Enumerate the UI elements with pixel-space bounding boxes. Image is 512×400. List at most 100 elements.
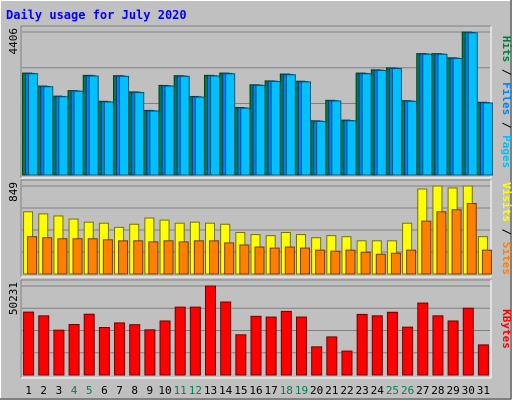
bar-sites-day-16 bbox=[254, 246, 265, 275]
x-axis-day-labels: 1 2 3 4 5 6 7 8 9 10 11 12 13 14 15 16 17 18 19 20 21 22 23 24 2… bbox=[25, 384, 490, 397]
legend-hits_files_pages: Hits / Files / Pages bbox=[500, 36, 512, 169]
x-tick-label-day-27: 27 bbox=[416, 384, 429, 397]
legend-entry-files: Files bbox=[500, 82, 512, 115]
legend-entry-visits: Visits bbox=[500, 182, 512, 222]
bar-kbytes-day-9 bbox=[144, 329, 156, 376]
bar-pages-day-28 bbox=[437, 53, 448, 176]
bar-kbytes-day-26 bbox=[402, 326, 414, 376]
legend-entry-pages: Pages bbox=[500, 135, 512, 168]
x-tick-label-day-25: 25 bbox=[386, 384, 399, 397]
bar-sites-day-30 bbox=[466, 203, 477, 275]
bar-sites-day-28 bbox=[436, 211, 447, 275]
bar-pages-day-11 bbox=[179, 75, 190, 176]
x-tick-label-day-28: 28 bbox=[431, 384, 444, 397]
x-tick-label-day-24: 24 bbox=[371, 384, 385, 397]
bar-kbytes-day-22 bbox=[341, 350, 353, 376]
bar-kbytes-day-24 bbox=[371, 315, 383, 376]
bar-pages-day-10 bbox=[164, 85, 175, 176]
bar-kbytes-day-19 bbox=[295, 316, 307, 376]
bar-sites-day-2 bbox=[42, 237, 53, 275]
x-tick-label-day-29: 29 bbox=[446, 384, 459, 397]
legend-separator: / bbox=[500, 222, 512, 242]
y-max-label-hits_files_pages: 4406 bbox=[7, 28, 20, 55]
x-tick-label-day-31: 31 bbox=[477, 384, 490, 397]
x-tick-label-day-16: 16 bbox=[249, 384, 262, 397]
x-tick-label-day-4: 4 bbox=[71, 384, 78, 397]
x-tick-label-day-19: 19 bbox=[295, 384, 308, 397]
bar-sites-day-19 bbox=[299, 247, 310, 275]
bar-pages-day-13 bbox=[210, 75, 221, 176]
x-tick-label-day-6: 6 bbox=[101, 384, 108, 397]
x-tick-label-day-9: 9 bbox=[147, 384, 154, 397]
bar-pages-day-18 bbox=[285, 74, 296, 176]
bar-pages-day-31 bbox=[482, 102, 493, 176]
bar-sites-day-4 bbox=[72, 238, 83, 275]
chart-title: Daily usage for July 2020 bbox=[6, 8, 187, 22]
bar-kbytes-day-17 bbox=[265, 316, 277, 376]
bar-sites-day-9 bbox=[148, 241, 159, 275]
bar-kbytes-day-2 bbox=[38, 315, 50, 376]
bar-pages-day-1 bbox=[28, 73, 39, 176]
x-tick-label-day-18: 18 bbox=[280, 384, 293, 397]
legend-entry-sites: Sites bbox=[500, 242, 512, 275]
bar-kbytes-day-18 bbox=[280, 310, 292, 376]
bar-pages-day-26 bbox=[407, 100, 418, 176]
legend-separator: / bbox=[500, 62, 512, 82]
bar-pages-day-24 bbox=[376, 69, 387, 176]
bar-sites-day-17 bbox=[269, 247, 280, 275]
bar-pages-day-9 bbox=[149, 110, 160, 176]
bar-pages-day-2 bbox=[43, 86, 54, 176]
legend-entry-hits: Hits bbox=[500, 36, 512, 63]
bar-sites-day-6 bbox=[102, 239, 113, 275]
bar-pages-day-5 bbox=[88, 75, 99, 176]
chart-bars bbox=[22, 31, 493, 376]
bar-kbytes-day-25 bbox=[386, 311, 398, 376]
bar-pages-day-4 bbox=[73, 90, 84, 176]
x-tick-label-day-3: 3 bbox=[56, 384, 63, 397]
bar-pages-day-23 bbox=[361, 73, 372, 176]
bar-pages-day-6 bbox=[103, 101, 114, 176]
bar-pages-day-7 bbox=[119, 75, 130, 176]
bar-pages-day-20 bbox=[316, 120, 327, 176]
x-tick-label-day-17: 17 bbox=[265, 384, 278, 397]
bar-pages-day-30 bbox=[467, 32, 478, 176]
bar-pages-day-25 bbox=[391, 68, 402, 176]
bar-sites-day-5 bbox=[87, 238, 98, 275]
x-tick-label-day-22: 22 bbox=[340, 384, 353, 397]
x-tick-label-day-20: 20 bbox=[310, 384, 323, 397]
x-tick-label-day-2: 2 bbox=[40, 384, 47, 397]
y-max-label-visits_sites: 849 bbox=[7, 182, 20, 202]
bar-kbytes-day-10 bbox=[159, 320, 171, 376]
bar-sites-day-18 bbox=[284, 246, 295, 275]
x-tick-label-day-11: 11 bbox=[174, 384, 187, 397]
bar-kbytes-day-5 bbox=[83, 313, 95, 376]
bar-pages-day-21 bbox=[331, 100, 342, 176]
bar-kbytes-day-12 bbox=[189, 306, 201, 376]
bar-pages-day-14 bbox=[225, 73, 236, 176]
bar-kbytes-day-13 bbox=[205, 285, 217, 376]
bar-sites-day-23 bbox=[360, 251, 371, 275]
bar-kbytes-day-28 bbox=[432, 315, 444, 376]
bar-sites-day-24 bbox=[375, 253, 386, 275]
bar-pages-day-12 bbox=[194, 96, 205, 176]
bar-kbytes-day-15 bbox=[235, 334, 247, 376]
bar-pages-day-3 bbox=[58, 96, 69, 176]
bar-sites-day-10 bbox=[163, 240, 174, 275]
legend-visits_sites: Visits / Sites bbox=[500, 182, 512, 275]
bar-kbytes-day-6 bbox=[98, 327, 110, 376]
x-tick-label-day-30: 30 bbox=[462, 384, 475, 397]
bar-kbytes-day-27 bbox=[417, 302, 429, 376]
y-max-labels: 4406 849 50231 bbox=[7, 28, 20, 315]
bar-kbytes-day-30 bbox=[462, 307, 474, 376]
bar-kbytes-day-23 bbox=[356, 313, 368, 376]
bar-sites-day-1 bbox=[27, 236, 38, 275]
x-tick-label-day-13: 13 bbox=[204, 384, 217, 397]
bar-kbytes-day-7 bbox=[114, 322, 126, 376]
legend-separator: / bbox=[500, 115, 512, 135]
bar-sites-day-22 bbox=[345, 249, 356, 275]
bar-sites-day-31 bbox=[481, 249, 492, 275]
x-tick-label-day-26: 26 bbox=[401, 384, 414, 397]
legend-entry-kbytes: KBytes bbox=[500, 309, 512, 349]
bar-pages-day-19 bbox=[300, 81, 311, 176]
bar-sites-day-8 bbox=[133, 240, 144, 275]
